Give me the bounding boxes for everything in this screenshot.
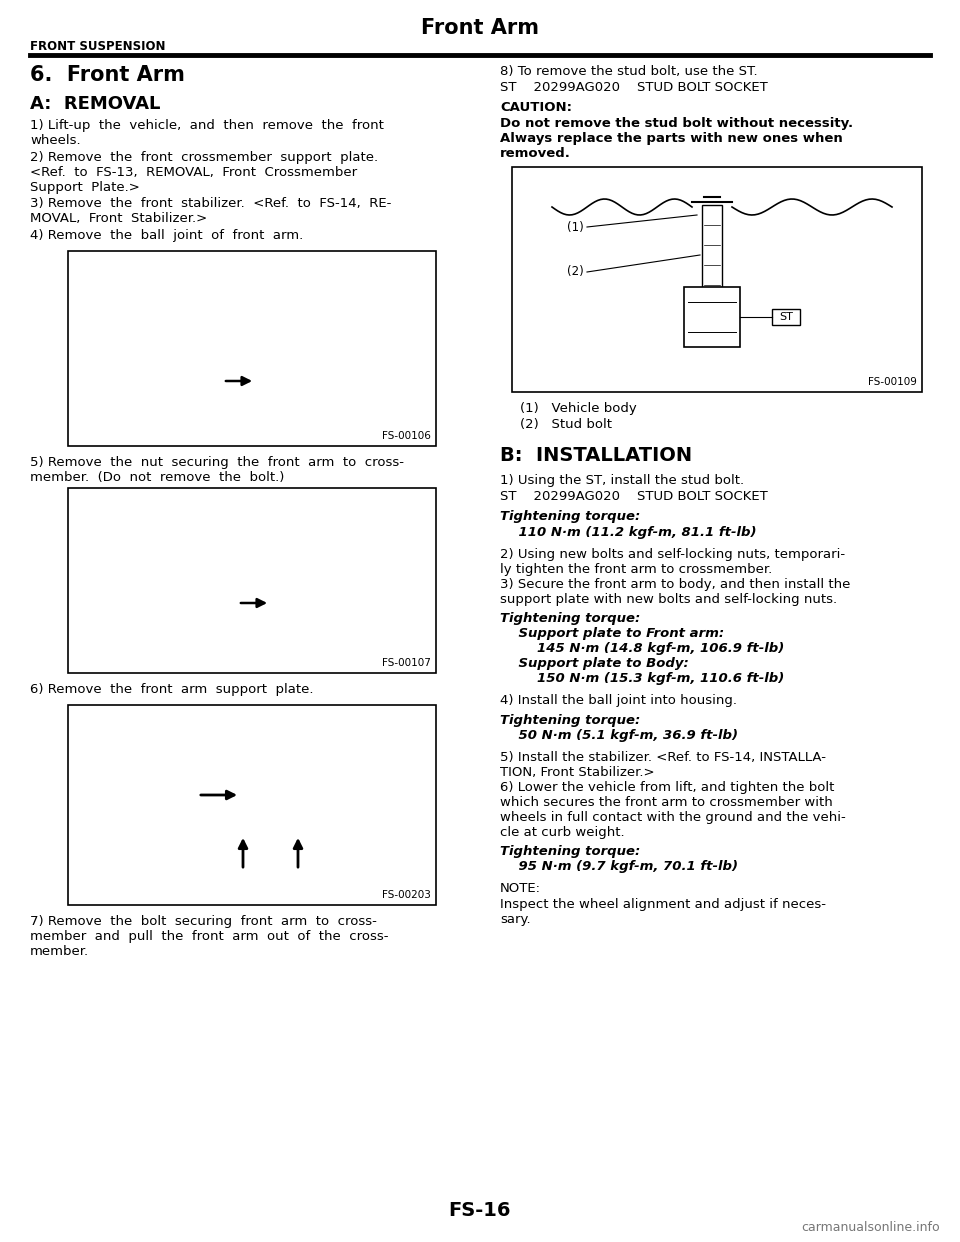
Text: 50 N·m (5.1 kgf-m, 36.9 ft-lb): 50 N·m (5.1 kgf-m, 36.9 ft-lb) xyxy=(500,729,738,741)
Text: Tightening torque:: Tightening torque: xyxy=(500,612,640,625)
Text: (1)   Vehicle body: (1) Vehicle body xyxy=(520,402,636,415)
Bar xyxy=(512,166,922,392)
Bar xyxy=(702,205,722,287)
Text: 2) Using new bolts and self-locking nuts, temporari-
ly tighten the front arm to: 2) Using new bolts and self-locking nuts… xyxy=(500,548,845,576)
Text: 7) Remove  the  bolt  securing  front  arm  to  cross-
member  and  pull  the  f: 7) Remove the bolt securing front arm to… xyxy=(30,915,389,958)
Text: CAUTION:: CAUTION: xyxy=(500,101,572,114)
Text: Support plate to Body:: Support plate to Body: xyxy=(500,657,688,669)
Text: 2) Remove  the  front  crossmember  support  plate.
<Ref.  to  FS-13,  REMOVAL, : 2) Remove the front crossmember support … xyxy=(30,152,378,194)
Text: ST: ST xyxy=(780,312,793,322)
Text: 150 N·m (15.3 kgf-m, 110.6 ft-lb): 150 N·m (15.3 kgf-m, 110.6 ft-lb) xyxy=(500,672,784,686)
Text: 6) Lower the vehicle from lift, and tighten the bolt
which secures the front arm: 6) Lower the vehicle from lift, and tigh… xyxy=(500,781,846,840)
Text: Do not remove the stud bolt without necessity.
Always replace the parts with new: Do not remove the stud bolt without nece… xyxy=(500,117,853,160)
Text: Tightening torque:: Tightening torque: xyxy=(500,845,640,858)
Bar xyxy=(772,309,800,325)
Text: ST    20299AG020    STUD BOLT SOCKET: ST 20299AG020 STUD BOLT SOCKET xyxy=(500,491,768,503)
Text: 95 N·m (9.7 kgf-m, 70.1 ft-lb): 95 N·m (9.7 kgf-m, 70.1 ft-lb) xyxy=(500,859,738,873)
Text: 5) Install the stabilizer. <Ref. to FS-14, INSTALLA-
TION, Front Stabilizer.>: 5) Install the stabilizer. <Ref. to FS-1… xyxy=(500,751,826,779)
Text: B:  INSTALLATION: B: INSTALLATION xyxy=(500,446,692,465)
Text: Inspect the wheel alignment and adjust if neces-
sary.: Inspect the wheel alignment and adjust i… xyxy=(500,898,826,927)
Text: carmanualsonline.info: carmanualsonline.info xyxy=(802,1221,940,1235)
Text: 110 N·m (11.2 kgf-m, 81.1 ft-lb): 110 N·m (11.2 kgf-m, 81.1 ft-lb) xyxy=(500,527,756,539)
Text: 6) Remove  the  front  arm  support  plate.: 6) Remove the front arm support plate. xyxy=(30,683,314,696)
Text: 4) Install the ball joint into housing.: 4) Install the ball joint into housing. xyxy=(500,694,737,707)
Text: Tightening torque:: Tightening torque: xyxy=(500,714,640,727)
Text: (2): (2) xyxy=(567,266,584,278)
Text: ST    20299AG020    STUD BOLT SOCKET: ST 20299AG020 STUD BOLT SOCKET xyxy=(500,81,768,94)
Bar xyxy=(68,488,436,673)
Text: 6.  Front Arm: 6. Front Arm xyxy=(30,65,185,84)
Text: NOTE:: NOTE: xyxy=(500,882,541,895)
Text: Tightening torque:: Tightening torque: xyxy=(500,510,640,523)
Text: FS-16: FS-16 xyxy=(448,1201,512,1220)
Bar xyxy=(68,705,436,905)
Text: FS-00107: FS-00107 xyxy=(382,658,431,668)
Text: FS-00106: FS-00106 xyxy=(382,431,431,441)
Text: 5) Remove  the  nut  securing  the  front  arm  to  cross-
member.  (Do  not  re: 5) Remove the nut securing the front arm… xyxy=(30,456,404,484)
Text: 3) Secure the front arm to body, and then install the
support plate with new bol: 3) Secure the front arm to body, and the… xyxy=(500,578,851,606)
Text: Support plate to Front arm:: Support plate to Front arm: xyxy=(500,627,724,640)
Text: 8) To remove the stud bolt, use the ST.: 8) To remove the stud bolt, use the ST. xyxy=(500,65,757,78)
Text: 4) Remove  the  ball  joint  of  front  arm.: 4) Remove the ball joint of front arm. xyxy=(30,229,303,242)
Text: FS-00109: FS-00109 xyxy=(868,378,917,388)
Text: Front Arm: Front Arm xyxy=(421,17,539,39)
Text: 3) Remove  the  front  stabilizer.  <Ref.  to  FS-14,  RE-
MOVAL,  Front  Stabil: 3) Remove the front stabilizer. <Ref. to… xyxy=(30,197,392,225)
Bar xyxy=(68,251,436,446)
Text: (2)   Stud bolt: (2) Stud bolt xyxy=(520,419,612,431)
Text: FRONT SUSPENSION: FRONT SUSPENSION xyxy=(30,40,165,53)
Text: 1) Using the ST, install the stud bolt.: 1) Using the ST, install the stud bolt. xyxy=(500,474,744,487)
Text: (1): (1) xyxy=(567,221,584,233)
Text: A:  REMOVAL: A: REMOVAL xyxy=(30,94,160,113)
Text: FS-00203: FS-00203 xyxy=(382,891,431,900)
Text: 1) Lift-up  the  vehicle,  and  then  remove  the  front
wheels.: 1) Lift-up the vehicle, and then remove … xyxy=(30,119,384,147)
Text: 145 N·m (14.8 kgf-m, 106.9 ft-lb): 145 N·m (14.8 kgf-m, 106.9 ft-lb) xyxy=(500,642,784,655)
Bar xyxy=(684,287,740,347)
